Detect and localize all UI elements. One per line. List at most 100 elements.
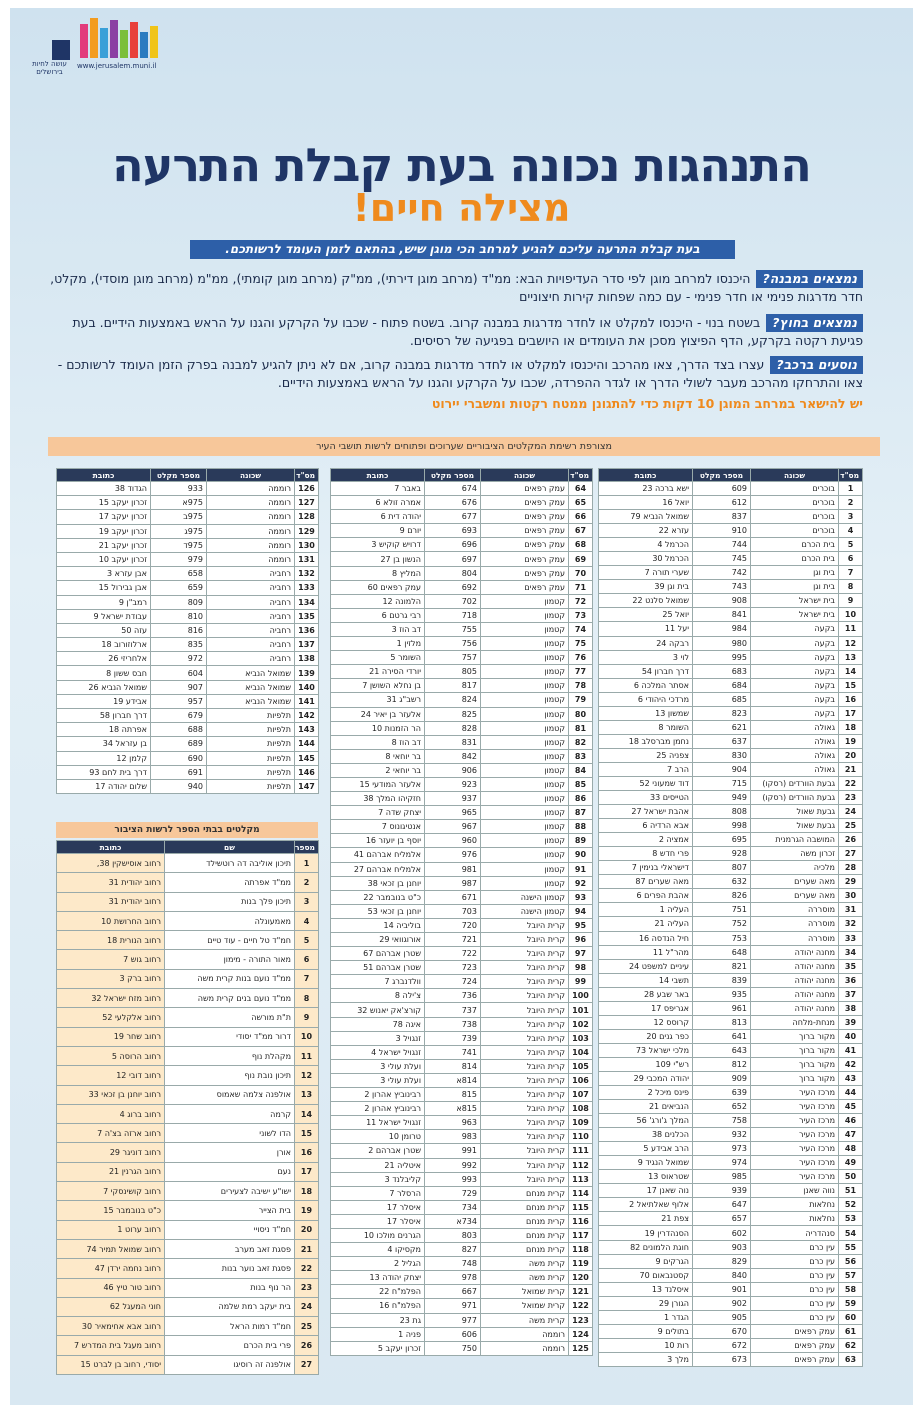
table-cell: בית הצייר <box>164 1200 295 1221</box>
column-header: מספר מקלט <box>692 468 751 482</box>
table-cell: חוני המעגל 62 <box>56 1296 165 1318</box>
table-cell: אלמליח אברהם 41 <box>330 847 425 863</box>
table-cell: 7 <box>838 565 863 581</box>
section: נמצאים בחוץ?בשטח בנוי - היכנסו למקלט או … <box>43 314 863 350</box>
table-row: 42 מקור ברוך 812 רש"י 109 <box>598 1056 863 1072</box>
table-cell: רחביה <box>206 622 295 639</box>
table-cell: רוממה <box>206 480 295 497</box>
table-cell: 62 <box>838 1337 863 1353</box>
table-cell: 2 <box>838 495 863 511</box>
table-row: 13 בקעה 995 לוי 3 <box>598 649 863 665</box>
table-cell: בר יוחאי 8 <box>330 748 425 764</box>
table-cell: 659 <box>150 580 207 596</box>
table-cell: רחוב גוש 7 <box>56 949 165 970</box>
table-row: 43 מקור ברוך 909 יהודה המכבי 29 <box>598 1070 863 1087</box>
table-cell: קרית היובל <box>480 974 569 990</box>
table-cell: 88 <box>568 819 593 835</box>
table-row: 51 נווה שאנן 939 נוה שאנן 17 <box>598 1183 863 1199</box>
table-cell: 11 <box>838 621 863 637</box>
table-cell: מוסררה <box>750 916 839 932</box>
table-cell: 978 <box>424 1270 481 1286</box>
table-cell: קטמון <box>480 875 569 891</box>
table-row: 35 מחנה יהודה 821 עיניים למשפט 24 <box>598 958 863 974</box>
table-cell: פרי חדש 8 <box>598 846 693 862</box>
table-cell: 815א <box>424 1101 481 1117</box>
table-cell: רחוב יהודית 31 <box>56 891 165 912</box>
table-cell: איגה 78 <box>330 1016 425 1032</box>
table-title: מקלטים בבתי הספר לרשות הציבור <box>56 822 318 838</box>
table-cell: 637 <box>692 733 751 749</box>
table-cell: 677 <box>424 509 481 525</box>
table-row: 39 מנחת-מלחה 813 קרוסס 12 <box>598 1014 863 1030</box>
table-cell: 736 <box>424 988 481 1004</box>
table-cell: 17 <box>294 1161 319 1183</box>
table-cell: 718 <box>424 607 481 623</box>
table-row: 27 אולפנה זה רוסיגו יסודי, רחוב בן לברט 15 <box>56 1354 319 1376</box>
table-row: 57 עין כרם 840 קסטנבאום 70 <box>598 1267 863 1283</box>
table-cell: המושבה הגרמנית <box>750 832 839 848</box>
table-row: 130 רוממה 975ד זכרון יעקב 21 <box>56 537 319 553</box>
table-cell: עמק רפאים <box>750 1351 839 1367</box>
table-row: 19 בית הצייר כ"ט בנובמבר 15 <box>56 1200 319 1221</box>
table-cell: קרית היובל <box>480 1030 569 1046</box>
table-row: 83 קטמון 842 בר יוחאי 8 <box>330 748 593 764</box>
table-cell: יהודה דית 6 <box>330 509 425 525</box>
table-cell: 86 <box>568 791 593 807</box>
table-cell: 67 <box>568 523 593 539</box>
table-cell: אבא הרדיה 6 <box>598 818 693 834</box>
table-cell: נווה שאנן <box>750 1183 839 1199</box>
table-cell: 83 <box>568 748 593 764</box>
table-title: מצורפת רשימת המקלטים הציבוריים שערוכים ו… <box>48 437 880 456</box>
table-cell: רוממה <box>206 509 295 525</box>
table-cell: 93 <box>568 889 593 905</box>
table-cell: קטמון <box>480 607 569 623</box>
table-cell: 734א <box>424 1213 481 1229</box>
table-cell: 690 <box>150 750 207 766</box>
table-cell: עמק רפאים <box>480 579 569 595</box>
table-row: 146 תלפיות 691 דרך בית לחם 93 <box>56 764 319 780</box>
table-cell: גת 23 <box>330 1312 425 1328</box>
table-row: 78 קטמון 817 בן נחלא השושן 7 <box>330 678 593 694</box>
table-row: 113 קרית היובל 993 קליבלנד 3 <box>330 1171 593 1187</box>
table-row: 18 ישו"ע ישיבה לצעירים רחוב קושינסקי 7 <box>56 1181 319 1202</box>
table-cell: 751 <box>692 902 751 918</box>
table-cell: קרית מנחם <box>480 1199 569 1215</box>
table-cell: 960 <box>424 833 481 849</box>
table-cell: הפלמ"ח 22 <box>330 1284 425 1300</box>
table-cell: שערי תורה 7 <box>598 565 693 581</box>
table-cell: מאה שערים <box>750 888 839 904</box>
table-cell: איטליה 21 <box>330 1157 425 1173</box>
table-cell: כ"ט בנובמבר 22 <box>330 889 425 905</box>
table-cell: 821 <box>692 958 751 974</box>
table-cell: 902 <box>692 1295 751 1311</box>
table-cell: יהודה המכבי 29 <box>598 1070 693 1087</box>
table-cell: אבן גבירול 15 <box>56 580 151 596</box>
table-row: 125 רוממה 750 זכרון יעקב 5 <box>330 1340 593 1356</box>
table-cell: קטמון <box>480 593 569 609</box>
table-cell: בית הכרם <box>750 537 839 553</box>
table-cell: 27 <box>294 1354 319 1376</box>
table-cell: 814א <box>424 1072 481 1089</box>
table-cell: בקעה <box>750 635 839 651</box>
table-cell: קרית שמואל <box>480 1298 569 1314</box>
table-row: 96 קרית היובל 721 אורוגוואי 29 <box>330 931 593 948</box>
table-cell: קטמון <box>480 720 569 736</box>
table-cell: 940 <box>150 778 207 795</box>
table-cell: 688 <box>150 722 207 738</box>
table-row: 137 רחביה 835 ארלוזורוב 18 <box>56 637 319 653</box>
table-row: 52 נחלאות 647 אלוף שאלתיאל 2 <box>598 1197 863 1213</box>
table-cell: בוליביה 14 <box>330 917 425 934</box>
table-cell: טרומן 10 <box>330 1129 425 1145</box>
table-cell: 2 <box>294 872 319 893</box>
table-row: 66 עמק רפאים 677 יהודה דית 6 <box>330 509 593 525</box>
table-cell: 808 <box>692 804 751 820</box>
table-cell: שטראוס 13 <box>598 1169 693 1185</box>
table-cell: 81 <box>568 720 593 736</box>
table-cell: עמק רפאים <box>480 537 569 553</box>
table-cell: זכרון יעקב 17 <box>56 509 151 525</box>
table-row: 53 נחלאות 657 צפת 21 <box>598 1211 863 1227</box>
table-cell: 34 <box>838 944 863 960</box>
table-cell: 683 <box>692 663 751 679</box>
table-row: 6 בית הכרם 745 הכרמל 30 <box>598 551 863 567</box>
table-row: 5 בית הכרם 744 הכרמל 4 <box>598 537 863 553</box>
